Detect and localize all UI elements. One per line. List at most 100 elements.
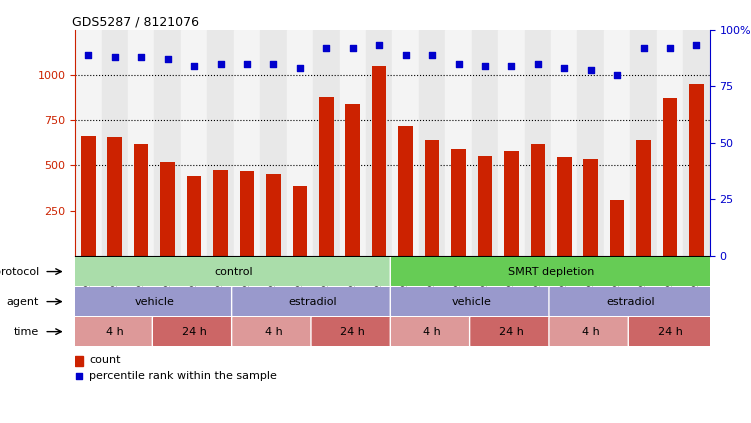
FancyBboxPatch shape xyxy=(629,315,712,348)
Bar xyxy=(683,30,710,256)
Point xyxy=(585,67,597,74)
Point xyxy=(690,42,702,49)
Point xyxy=(83,51,95,58)
FancyBboxPatch shape xyxy=(391,315,474,348)
Bar xyxy=(234,30,260,256)
Bar xyxy=(551,30,578,256)
Point xyxy=(453,60,465,67)
Bar xyxy=(319,96,333,256)
FancyBboxPatch shape xyxy=(73,285,236,318)
Text: protocol: protocol xyxy=(0,266,39,277)
Text: estradiol: estradiol xyxy=(606,297,655,307)
Bar xyxy=(345,104,360,256)
Bar xyxy=(504,151,519,256)
Bar xyxy=(75,356,83,365)
Bar xyxy=(155,30,181,256)
Text: time: time xyxy=(14,327,39,337)
Bar xyxy=(128,30,155,256)
Point xyxy=(241,60,253,67)
Bar xyxy=(689,84,704,256)
Point xyxy=(479,63,491,69)
Point xyxy=(188,63,200,69)
Text: percentile rank within the sample: percentile rank within the sample xyxy=(89,371,277,381)
Text: SMRT depletion: SMRT depletion xyxy=(508,266,594,277)
Bar xyxy=(498,30,525,256)
Point xyxy=(400,51,412,58)
Point xyxy=(426,51,438,58)
Bar xyxy=(472,30,498,256)
Point xyxy=(638,44,650,51)
FancyBboxPatch shape xyxy=(231,285,394,318)
Text: 4 h: 4 h xyxy=(106,327,124,337)
Point xyxy=(532,60,544,67)
Bar xyxy=(339,30,366,256)
FancyBboxPatch shape xyxy=(73,315,156,348)
Text: agent: agent xyxy=(7,297,39,307)
Bar xyxy=(419,30,445,256)
Text: control: control xyxy=(215,266,253,277)
FancyBboxPatch shape xyxy=(231,315,315,348)
Text: 4 h: 4 h xyxy=(423,327,441,337)
Text: 24 h: 24 h xyxy=(499,327,523,337)
Bar xyxy=(584,159,598,256)
Text: 4 h: 4 h xyxy=(582,327,599,337)
Bar xyxy=(663,99,677,256)
Point xyxy=(558,65,570,71)
FancyBboxPatch shape xyxy=(73,255,394,288)
FancyBboxPatch shape xyxy=(311,315,394,348)
Text: vehicle: vehicle xyxy=(134,297,174,307)
Point xyxy=(373,42,385,49)
Point xyxy=(294,65,306,71)
Point xyxy=(215,60,227,67)
Bar xyxy=(636,140,651,256)
FancyBboxPatch shape xyxy=(549,285,712,318)
Bar xyxy=(287,30,313,256)
FancyBboxPatch shape xyxy=(549,315,632,348)
Bar xyxy=(181,30,207,256)
Bar xyxy=(213,170,228,256)
Bar xyxy=(366,30,392,256)
FancyBboxPatch shape xyxy=(391,255,712,288)
Bar xyxy=(425,140,439,256)
Bar xyxy=(107,137,122,256)
Bar xyxy=(260,30,287,256)
Bar xyxy=(187,176,201,256)
Bar xyxy=(392,30,419,256)
Point xyxy=(161,56,173,63)
Bar xyxy=(610,200,624,256)
Bar xyxy=(240,171,255,256)
Point xyxy=(74,373,86,380)
Text: 24 h: 24 h xyxy=(182,327,207,337)
Point xyxy=(347,44,359,51)
Text: 24 h: 24 h xyxy=(658,327,683,337)
Bar xyxy=(207,30,234,256)
Text: 24 h: 24 h xyxy=(340,327,365,337)
Bar xyxy=(525,30,551,256)
Text: 4 h: 4 h xyxy=(264,327,282,337)
Bar xyxy=(372,66,387,256)
Point xyxy=(320,44,332,51)
Bar xyxy=(101,30,128,256)
Bar xyxy=(313,30,339,256)
Bar xyxy=(445,30,472,256)
Bar xyxy=(530,144,545,256)
Bar xyxy=(266,174,281,256)
Bar xyxy=(557,157,572,256)
Point xyxy=(505,63,517,69)
Bar xyxy=(604,30,630,256)
Text: count: count xyxy=(89,355,121,365)
Text: estradiol: estradiol xyxy=(289,297,337,307)
Point xyxy=(664,44,676,51)
Point xyxy=(109,53,121,60)
Text: vehicle: vehicle xyxy=(452,297,492,307)
Point xyxy=(611,71,623,78)
Bar xyxy=(451,149,466,256)
Bar xyxy=(630,30,657,256)
Bar xyxy=(657,30,683,256)
Bar xyxy=(478,157,492,256)
FancyBboxPatch shape xyxy=(391,285,553,318)
Bar xyxy=(398,126,413,256)
Text: GDS5287 / 8121076: GDS5287 / 8121076 xyxy=(72,16,199,28)
Bar xyxy=(81,137,95,256)
Bar xyxy=(75,30,101,256)
